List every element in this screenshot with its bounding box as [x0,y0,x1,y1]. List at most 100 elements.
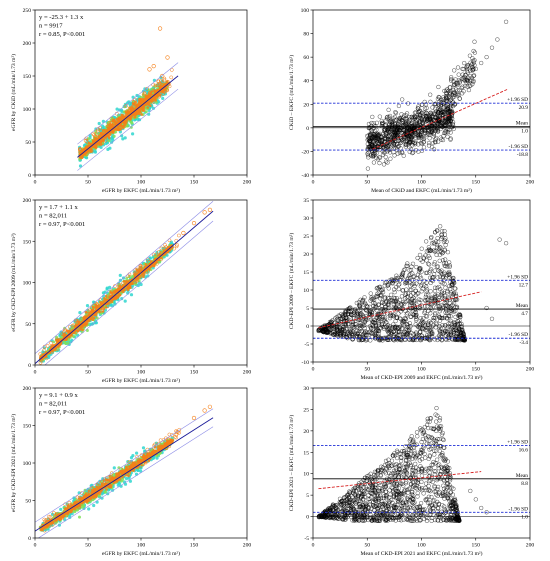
difference-point [449,326,454,331]
confidence-band-line [77,88,179,171]
difference-point [461,331,466,336]
difference-point [391,324,396,329]
difference-point [377,131,382,136]
difference-point [424,287,429,292]
difference-point [424,111,429,116]
difference-point [448,104,454,109]
difference-point [451,120,456,125]
difference-point [403,113,409,118]
outlier-point [76,320,80,325]
outlier-point [132,271,137,276]
difference-point [387,127,392,132]
difference-point [403,139,408,144]
outlier-point [87,148,91,153]
outlier-point [114,295,119,300]
y-tick-label: 200 [23,41,32,47]
outlier-point [44,356,49,361]
outlier-point [63,329,68,333]
difference-point [440,258,446,263]
x-tick-label: 150 [190,370,199,376]
difference-point [398,337,403,342]
lower-limit-label: -1.96 SD [509,144,529,150]
difference-point [428,305,433,310]
difference-point [362,326,367,331]
difference-point [472,50,477,55]
difference-point [379,323,384,328]
outlier-point [124,109,129,114]
difference-point [429,327,434,332]
density-point-mid [125,277,129,280]
density-point-high [124,122,128,125]
difference-point [409,282,415,287]
difference-point [441,239,446,244]
outlier-point [172,246,176,251]
lower-limit-value: -18.8 [517,152,529,158]
outlier-point [101,306,105,310]
difference-point [409,130,414,135]
outlier-point [78,149,82,154]
difference-point [382,295,388,300]
difference-point [448,130,453,135]
difference-point [434,264,440,269]
difference-point [397,119,402,124]
outlier-point [169,75,174,80]
difference-point [408,272,413,277]
difference-point [376,318,381,324]
difference-point [422,106,428,111]
difference-point [435,129,441,134]
difference-point [368,140,373,145]
difference-point [453,334,458,339]
difference-point [428,320,434,326]
difference-point [432,241,437,246]
outlier-point [147,67,152,72]
difference-point [405,311,410,316]
difference-point [433,248,439,253]
difference-point [466,79,471,84]
difference-point [401,153,406,158]
difference-point [442,247,447,252]
outlier-point [49,341,53,345]
difference-point [471,48,476,54]
outlier-point [109,291,114,296]
difference-point [432,102,437,107]
outlier-point [122,287,127,292]
difference-point [380,152,386,157]
difference-point [364,330,370,335]
difference-point [462,61,467,66]
difference-point [427,115,433,120]
difference-point [442,277,447,282]
density-point-mid [151,87,154,91]
difference-point [400,288,406,293]
outlier-point [119,285,124,289]
difference-point [443,115,448,120]
difference-point [357,326,362,331]
difference-point [437,274,443,279]
difference-point [447,263,452,268]
difference-point [385,160,390,165]
difference-point [399,302,404,307]
density-point-mid [130,121,134,125]
outlier-point [93,144,98,149]
difference-point [374,155,379,160]
difference-point [440,275,445,280]
difference-point [440,337,445,342]
difference-point [460,72,465,77]
difference-point [438,111,443,116]
difference-point [399,117,404,123]
density-point-high [100,302,104,306]
difference-point [444,300,449,305]
difference-point [461,89,466,94]
difference-point [435,228,440,233]
difference-point [422,309,427,314]
outlier-point [90,306,94,310]
difference-point [395,329,400,335]
difference-point [398,139,403,144]
difference-point [375,317,380,323]
density-point-low [161,96,165,100]
density-point-mid [52,340,56,344]
difference-point [372,123,377,128]
difference-point [427,262,432,267]
outlier-point [113,284,117,288]
outlier-point [55,347,60,351]
